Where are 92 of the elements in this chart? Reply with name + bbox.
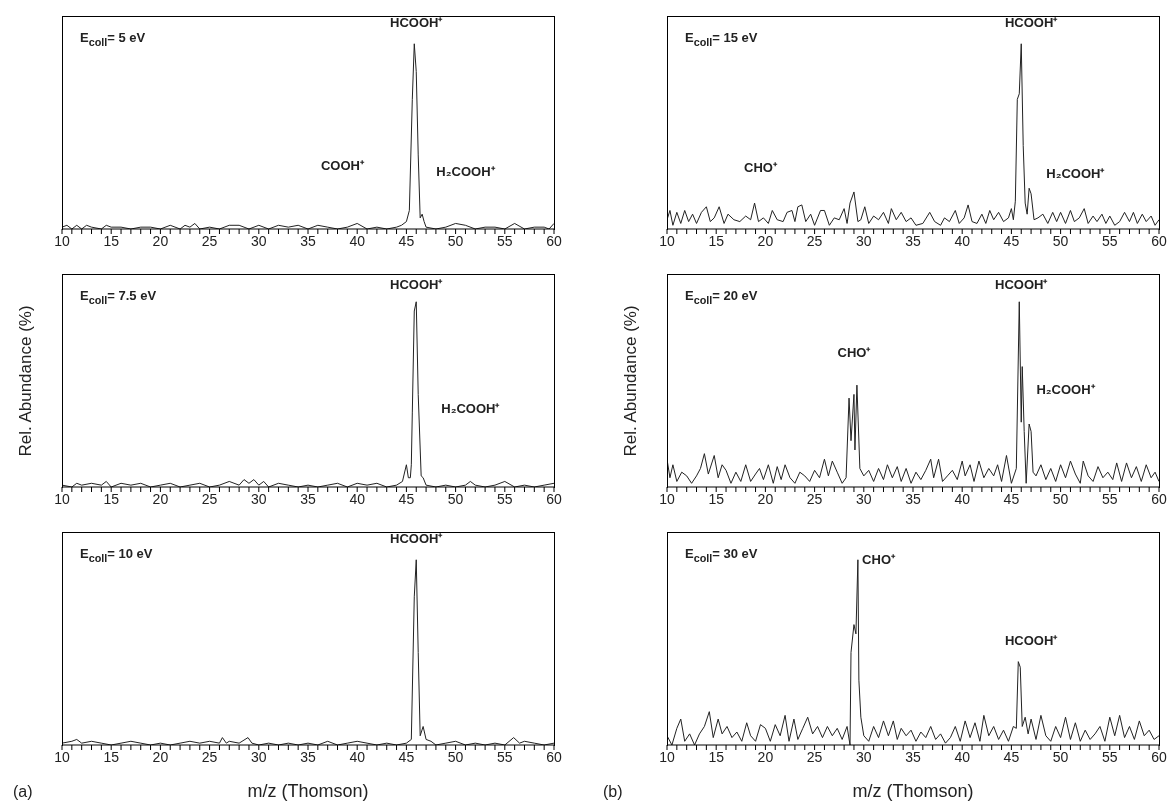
annotation: H₂COOH⁺: [436, 163, 495, 180]
x-tick-label: 15: [708, 490, 725, 507]
x-tick-label: 35: [300, 232, 316, 249]
x-tick-label: 25: [806, 748, 823, 765]
x-tick-label: 60: [546, 748, 562, 765]
x-tick-label: 30: [251, 232, 267, 249]
x-axis-title: m/z (Thomson): [246, 781, 370, 802]
x-tick-label: 40: [349, 748, 366, 765]
chart-title: E$_{coll}$= 30 eV: [685, 546, 758, 564]
x-tick-label: 10: [659, 490, 675, 507]
x-tick-label: 50: [447, 748, 464, 765]
x-tick-label: 15: [103, 232, 120, 249]
annotation: COOH⁺: [320, 156, 364, 174]
x-tick-label: 25: [806, 490, 823, 507]
x-tick-label: 20: [152, 748, 169, 765]
x-tick-label: 60: [1151, 490, 1167, 507]
x-tick-label: 40: [349, 490, 366, 507]
annotation: H₂COOH⁺: [1036, 380, 1095, 398]
x-tick-label: 60: [1151, 748, 1167, 765]
x-tick-label: 35: [905, 748, 921, 765]
x-tick-label: 10: [54, 748, 70, 765]
x-tick-label: 30: [251, 748, 267, 765]
y-axis-title: Rel. Abundance (%): [16, 304, 36, 457]
text: HCOOH⁺: [995, 276, 1048, 294]
x-tick-label: 60: [546, 232, 562, 249]
x-tick-label: 55: [1102, 490, 1118, 507]
x-tick-label: 20: [757, 748, 774, 765]
x-tick-label: 60: [546, 490, 562, 507]
annotation: H₂COOH⁺: [1046, 165, 1105, 183]
x-tick-label: 55: [497, 232, 513, 249]
chart-title: E$_{coll}$= 15 eV: [685, 30, 758, 48]
chart-title: E$_{coll}$= 20 eV: [685, 288, 758, 306]
x-tick-label: 20: [757, 232, 774, 249]
x-tick-label: 45: [398, 748, 415, 765]
x-tick-label: 10: [54, 232, 70, 249]
x-tick-label: 20: [757, 490, 774, 507]
text: (a): [13, 783, 33, 801]
x-tick-label: 30: [856, 232, 872, 249]
annotation: CHO⁺: [744, 158, 777, 176]
x-axis-title: m/z (Thomson): [851, 781, 975, 802]
x-tick-label: 35: [905, 232, 921, 249]
x-tick-label: 10: [659, 232, 675, 249]
x-tick-label: 55: [1102, 748, 1118, 765]
x-tick-label: 20: [152, 490, 169, 507]
x-tick-label: 10: [659, 748, 675, 765]
x-tick-label: 50: [1052, 232, 1069, 249]
annotation: CHO⁺: [837, 344, 871, 362]
x-tick-label: 10: [54, 490, 70, 507]
chart-title: E$_{coll}$= 10 eV: [80, 546, 153, 564]
x-tick-label: 45: [1003, 490, 1020, 507]
text: HCOOH⁺: [390, 276, 443, 294]
chart-title: E$_{coll}$= 7.5 eV: [80, 288, 157, 306]
x-tick-label: 40: [954, 490, 971, 507]
x-tick-label: 30: [856, 748, 872, 765]
chart-title: E$_{coll}$= 5 eV: [80, 30, 146, 48]
text: HCOOH⁺: [390, 529, 443, 547]
x-tick-label: 30: [251, 490, 267, 507]
x-tick-label: 45: [398, 490, 415, 507]
x-tick-label: 15: [708, 232, 725, 249]
text: HCOOH⁺: [390, 13, 443, 31]
x-tick-label: 55: [1102, 232, 1118, 249]
x-tick-label: 20: [152, 232, 169, 249]
x-tick-label: 25: [806, 232, 823, 249]
x-tick-label: 50: [1052, 490, 1069, 507]
x-tick-label: 60: [1151, 232, 1167, 249]
x-tick-label: 15: [103, 748, 120, 765]
x-tick-label: 15: [708, 748, 725, 765]
annotation: CHO⁺: [862, 551, 895, 569]
y-axis-title: Rel. Abundance (%): [621, 304, 641, 457]
text: (b): [603, 783, 623, 801]
x-tick-label: 55: [497, 748, 513, 765]
x-tick-label: 50: [447, 490, 464, 507]
x-tick-label: 25: [201, 232, 218, 249]
x-tick-label: 55: [497, 490, 513, 507]
annotation: HCOOH⁺: [1004, 632, 1058, 650]
x-tick-label: 35: [905, 490, 921, 507]
x-tick-label: 30: [856, 490, 872, 507]
x-tick-label: 50: [1052, 748, 1069, 765]
x-tick-label: 25: [201, 490, 218, 507]
x-tick-label: 45: [398, 232, 415, 249]
x-tick-label: 35: [300, 490, 316, 507]
x-tick-label: 45: [1003, 232, 1020, 249]
x-tick-label: 40: [954, 748, 971, 765]
x-tick-label: 40: [349, 232, 366, 249]
x-tick-label: 40: [954, 232, 971, 249]
text: HCOOH⁺: [1004, 13, 1058, 31]
annotation: H₂COOH⁺: [441, 399, 500, 417]
x-tick-label: 50: [447, 232, 464, 249]
x-tick-label: 45: [1003, 748, 1020, 765]
x-tick-label: 15: [103, 490, 120, 507]
x-tick-label: 35: [300, 748, 316, 765]
x-tick-label: 25: [201, 748, 218, 765]
